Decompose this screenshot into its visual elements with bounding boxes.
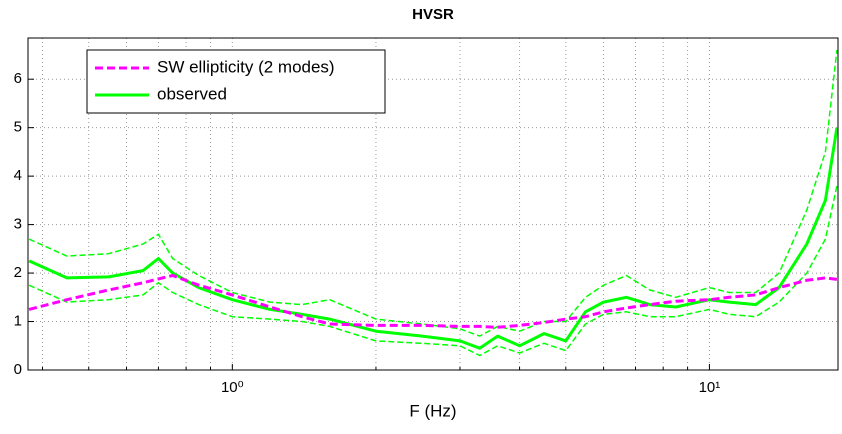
y-tick-label: 2 — [14, 264, 22, 281]
y-tick-label: 5 — [14, 119, 22, 136]
legend-box — [86, 49, 386, 114]
legend-label: observed — [157, 84, 227, 103]
y-tick-label: 4 — [14, 167, 22, 184]
y-tick-label: 3 — [14, 216, 22, 233]
series-line — [28, 127, 839, 350]
series-line — [28, 185, 838, 357]
chart-title: HVSR — [412, 6, 454, 23]
axes-frame — [27, 37, 839, 371]
x-tick-label: 10⁰ — [221, 379, 244, 396]
x-tick-label: 10¹ — [699, 379, 721, 396]
y-tick-label: 0 — [14, 361, 22, 378]
legend-label: SW ellipticity (2 modes) — [157, 57, 335, 76]
x-axis-label: F (Hz) — [409, 401, 456, 420]
series-line — [28, 274, 838, 329]
y-tick-label: 1 — [14, 313, 22, 330]
y-tick-label: 6 — [14, 70, 22, 87]
